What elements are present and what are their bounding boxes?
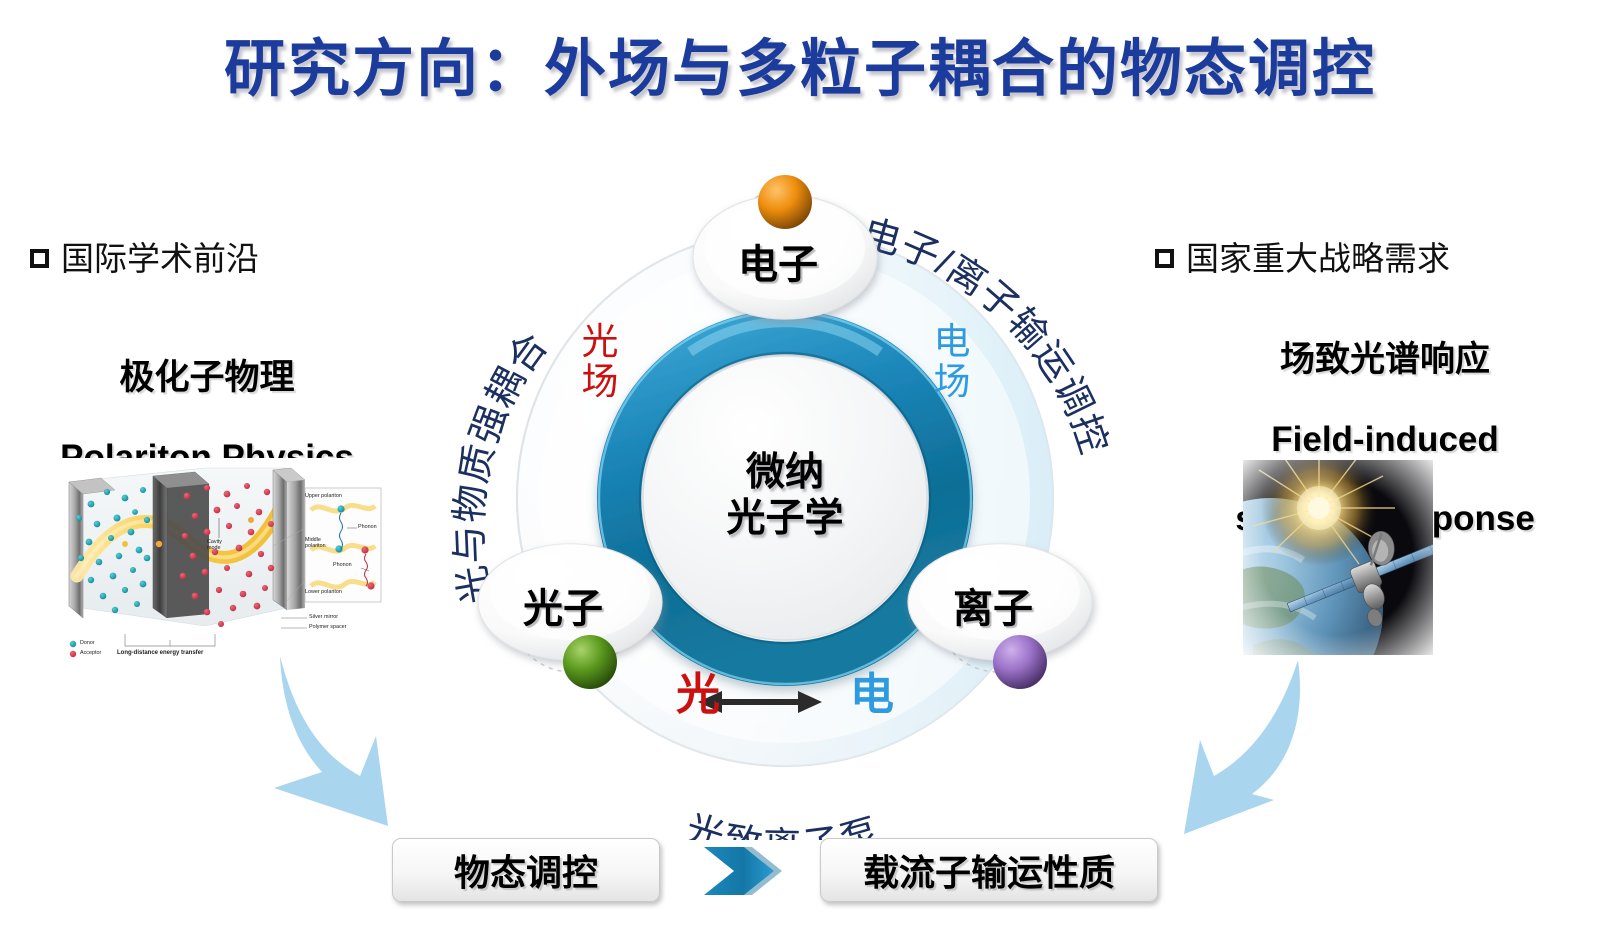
left-heading: 极化子物理 Polariton Physics [18,318,396,517]
central-circular-diagram: 光与物质强耦合 电子/离子输运调控 光致离子泵 [440,140,1130,840]
electron-sphere [758,175,812,229]
light-electric-exchange: 光 电 [650,658,920,722]
right-bullet-label: 国家重大战略需求 [1186,240,1450,277]
chevron-right-icon [704,847,782,895]
right-heading-cn: 场致光谱响应 [1279,339,1490,379]
right-heading-en-1: Field-induced [1271,419,1499,459]
label-silver-mirror: Silver mirror [309,614,339,620]
square-bullet-icon [30,249,49,268]
right-bullet-item: 国家重大战略需求 [1155,232,1450,280]
label-cavity-mode: Cavity mode [207,539,222,551]
label-middle-polariton: Middle polariton [305,537,326,549]
left-bullet-label: 国际学术前沿 [61,240,259,277]
polariton-cavity-figure: Upper polariton Middle polariton Lower p… [55,458,385,670]
satellite-earth-figure [1243,460,1433,655]
label-upper-polariton: Upper polariton [305,493,342,499]
node-label-ion: 离子 [953,587,1033,631]
field-label-light: 光 场 [581,321,619,402]
photon-sphere [563,635,617,689]
bottom-box-right[interactable]: 载流子输运性质 [820,838,1158,902]
node-label-electron: 电子 [738,243,818,287]
arc-label-bottom: 光致离子泵 [680,808,886,840]
exchange-left-label: 光 [676,670,720,719]
label-acceptor: Acceptor [80,650,102,656]
label-polymer-spacer: Polymer spacer [309,624,347,630]
node-label-photon: 光子 [523,587,603,631]
label-energy-transfer: Long-distance energy transfer [117,650,204,656]
label-phonon-1: Phonon [358,524,377,530]
connector-arrow-right [1184,660,1301,834]
connector-arrow-left [274,656,388,826]
field-label-electric: 电 场 [933,321,971,402]
ion-sphere [993,635,1047,689]
hub-label: 微纳 光子学 [726,451,844,540]
exchange-right-label: 电 [850,670,894,719]
label-lower-polariton: Lower polariton [305,589,342,595]
page-title: 研究方向：外场与多粒子耦合的物态调控 [223,35,1376,104]
left-bullet-item: 国际学术前沿 [30,232,259,280]
label-donor: Donor [80,640,95,646]
label-phonon-2: Phonon [333,562,352,568]
left-heading-cn: 极化子物理 [119,357,295,397]
exchange-arrow [698,691,822,713]
bottom-box-left[interactable]: 物态调控 [392,838,660,902]
square-bullet-icon-right [1155,249,1174,268]
